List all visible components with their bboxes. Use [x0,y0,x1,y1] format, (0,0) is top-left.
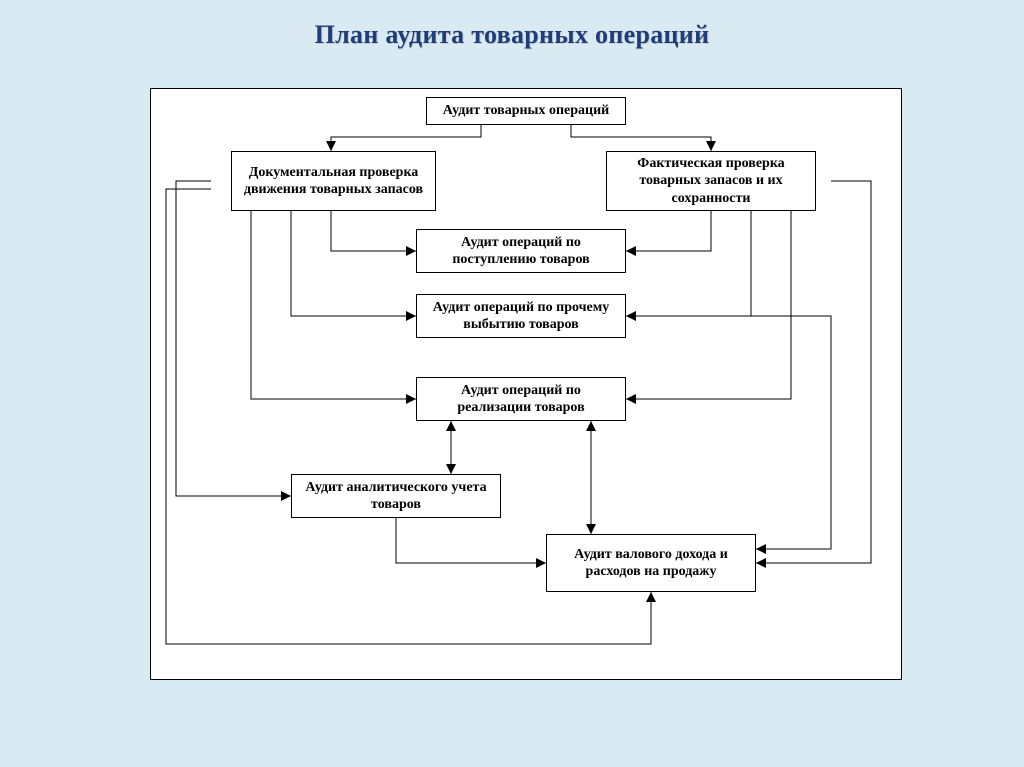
slide: План аудита товарных операций Аудит това… [0,0,1024,767]
node-n2: Документальная проверка движения товарны… [231,151,436,211]
node-n5: Аудит операций по прочему выбытию товаро… [416,294,626,338]
node-n1: Аудит товарных операций [426,97,626,125]
edge [756,181,871,563]
edge [396,518,546,563]
edge [626,211,791,399]
diagram-frame: Аудит товарных операций Документальная пр… [150,88,902,680]
edge [571,125,711,151]
edge [626,211,751,316]
edge [331,125,481,151]
edge [291,211,416,316]
edge [626,316,831,549]
node-n4: Аудит операций по поступлению товаров [416,229,626,273]
edge [251,211,416,399]
edge [626,211,711,251]
node-n7: Аудит аналитического учета товаров [291,474,501,518]
edge [176,181,291,496]
node-n6: Аудит операций по реализации товаров [416,377,626,421]
node-n3: Фактическая проверка товарных запасов и … [606,151,816,211]
page-title: План аудита товарных операций [0,20,1024,50]
edge [331,211,416,251]
node-n8: Аудит валового дохода и расходов на прод… [546,534,756,592]
